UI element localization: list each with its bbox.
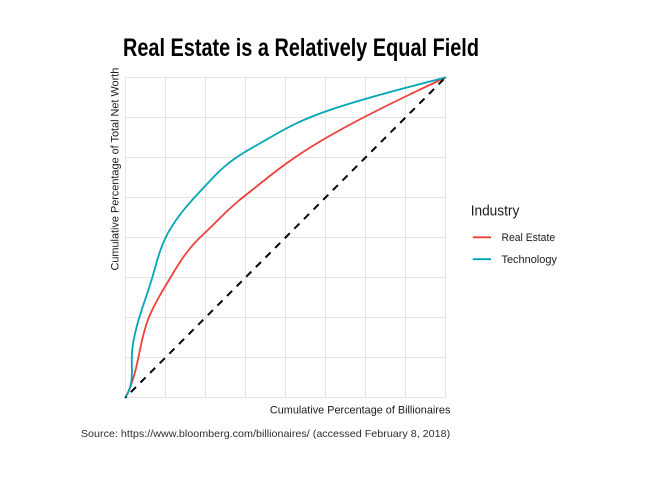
svg-text:Real Estate: Real Estate xyxy=(502,232,556,244)
svg-text:Cumulative Percentage of Billi: Cumulative Percentage of Billionaires xyxy=(270,404,451,416)
svg-text:Technology: Technology xyxy=(502,254,558,266)
svg-text:Cumulative Percentage of Total: Cumulative Percentage of Total Net Worth xyxy=(109,68,121,271)
svg-text:Industry: Industry xyxy=(471,203,520,219)
svg-text:Source: https://www.bloomberg.: Source: https://www.bloomberg.com/billio… xyxy=(81,429,450,440)
svg-text:Real Estate is a Relatively Eq: Real Estate is a Relatively Equal Field xyxy=(123,35,479,62)
